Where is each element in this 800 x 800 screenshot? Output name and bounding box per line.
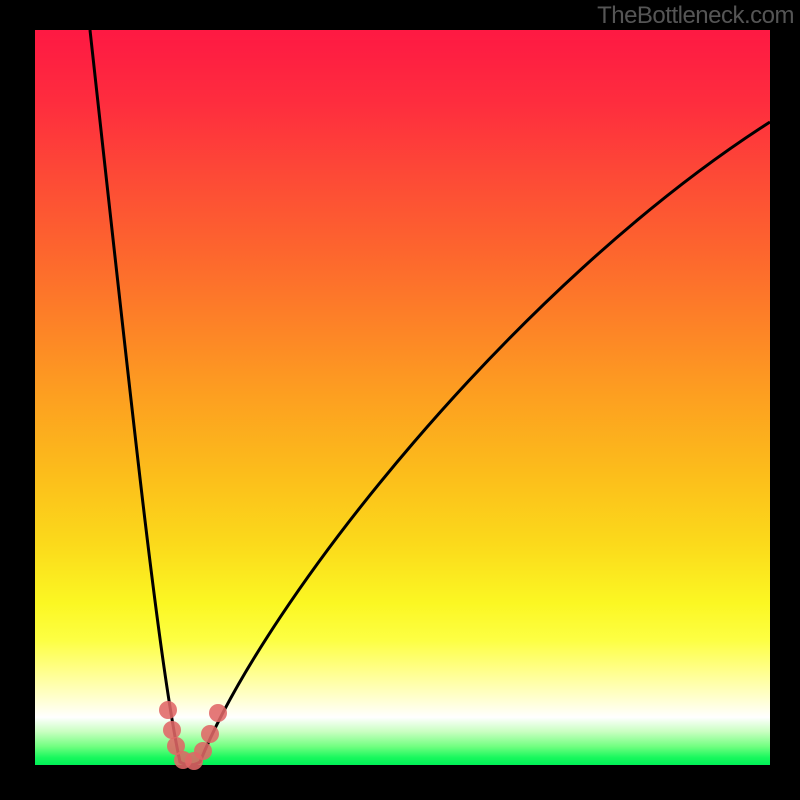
marker-point [194, 742, 212, 760]
plot-background [35, 30, 770, 765]
marker-point [209, 704, 227, 722]
marker-point [201, 725, 219, 743]
chart-svg [0, 0, 800, 800]
marker-point [159, 701, 177, 719]
chart-container: TheBottleneck.com [0, 0, 800, 800]
watermark-text: TheBottleneck.com [597, 2, 794, 30]
marker-point [163, 721, 181, 739]
